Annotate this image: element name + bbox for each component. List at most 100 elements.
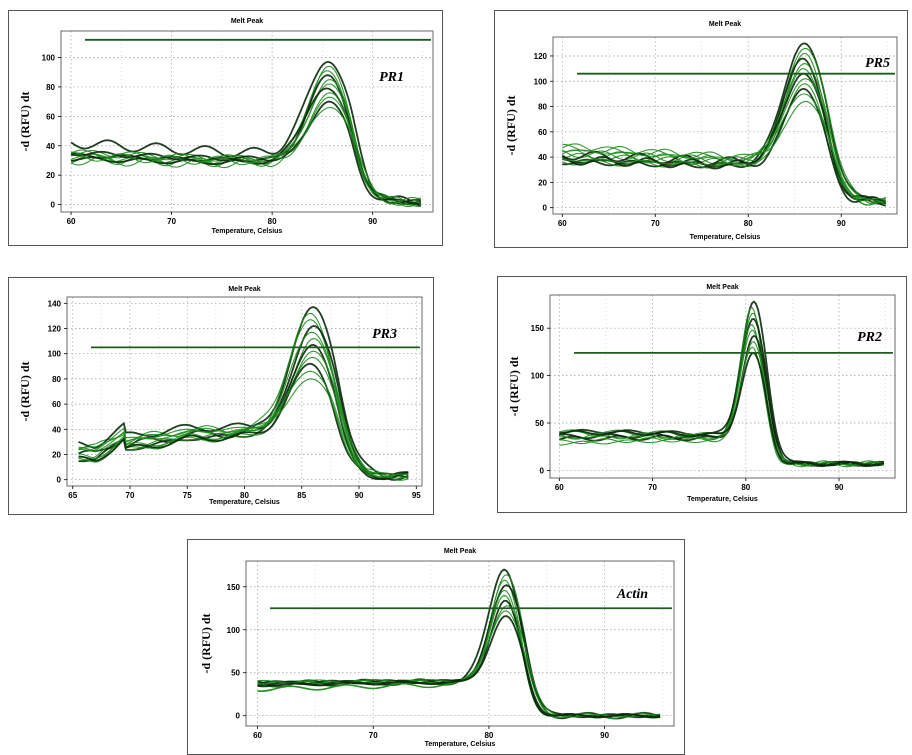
x-tick-label: 80 (744, 219, 753, 228)
x-tick-label: 60 (558, 219, 567, 228)
axis-ticks: 60 70 80 90 0 20 40 60 80 100 120 (534, 52, 847, 228)
grid-lines (550, 295, 895, 478)
melt-curves (257, 568, 661, 720)
gene-label-actin: Actin (616, 587, 648, 602)
melt-curves (70, 61, 422, 208)
x-tick-label: 90 (368, 217, 377, 226)
melt-curve-actin-4 (257, 584, 661, 719)
x-tick-label: 80 (240, 491, 249, 500)
gene-label-pr3: PR3 (372, 327, 397, 342)
x-tick-label: 75 (183, 491, 192, 500)
y-tick-label: 100 (534, 77, 548, 86)
x-tick-label: 70 (648, 483, 657, 492)
y-tick-label: 0 (51, 201, 56, 210)
y-tick-label: 100 (48, 350, 62, 359)
melt-curve-pr5-6 (562, 68, 886, 205)
y-tick-label: 120 (534, 52, 548, 61)
melt-peak-panel-pr2: 60 70 80 90 0 50 100 150 Melt Peak Temperature, C… (497, 276, 907, 513)
melt-curve-pr5-3 (562, 52, 886, 206)
melt-curve-pr5-11 (562, 93, 886, 202)
melt-curves (561, 42, 887, 207)
melt-curve-pr1-1 (70, 61, 422, 207)
y-tick-label: 140 (48, 299, 62, 308)
gene-label-pr2: PR2 (857, 330, 882, 345)
y-tick-label: 20 (46, 171, 55, 180)
y-tick-label: 60 (52, 400, 61, 409)
grid-lines (61, 31, 433, 212)
melt-curve-pr2-6 (559, 329, 884, 467)
gene-label-pr5: PR5 (865, 56, 890, 71)
y-axis-label: -d (RFU) dt (199, 614, 213, 674)
melt-curve-pr3-5 (78, 331, 409, 480)
y-axis-label: -d (RFU) dt (18, 92, 32, 152)
melt-peak-chart-pr5: 60 70 80 90 0 20 40 60 80 100 120 Melt Peak Temperat… (504, 21, 898, 241)
x-tick-label: 90 (835, 483, 844, 492)
y-tick-label: 50 (535, 419, 544, 428)
y-tick-label: 20 (538, 178, 547, 187)
melt-curve-pr3-6 (78, 338, 409, 479)
x-tick-label: 90 (837, 219, 846, 228)
melt-curve-pr2-2 (559, 306, 884, 466)
y-tick-label: 100 (531, 372, 545, 381)
melt-curve-pr5-2 (562, 47, 887, 205)
melt-curve-pr2-1 (559, 300, 884, 467)
x-tick-label: 70 (651, 219, 660, 228)
melt-curve-pr2-8 (559, 341, 884, 468)
y-tick-label: 150 (227, 583, 241, 592)
y-axis-label: -d (RFU) dt (504, 96, 518, 156)
melt-curve-pr5-7 (561, 72, 886, 207)
melt-peak-panel-pr1: 60 70 80 90 0 20 40 60 80 100 Melt Peak Temperature… (8, 10, 443, 246)
x-axis-label: Temperature, Celsius (212, 228, 283, 235)
melt-curve-pr5-12 (562, 100, 886, 203)
chart-title: Melt Peak (231, 18, 263, 25)
melt-curve-actin-6 (257, 594, 661, 718)
y-tick-label: 150 (531, 324, 545, 333)
melt-curve-actin-8 (257, 605, 661, 718)
y-axis-label: -d (RFU) dt (18, 362, 32, 422)
x-tick-label: 95 (412, 491, 421, 500)
melt-curve-pr1-8 (70, 92, 421, 206)
grid-lines (246, 561, 674, 726)
melt-curve-pr2-9 (559, 346, 884, 467)
melt-curve-actin-10 (257, 615, 661, 718)
x-axis-label: Temperature, Celsius (425, 741, 496, 748)
plot-frame (552, 36, 898, 215)
melt-curve-pr5-8 (562, 78, 886, 203)
melt-curves (78, 306, 409, 481)
x-tick-label: 60 (253, 731, 262, 740)
plot-frame (245, 560, 675, 727)
melt-curve-pr2-5 (559, 323, 884, 467)
melt-curve-pr2-10 (559, 352, 885, 467)
melt-curve-actin-1 (257, 568, 661, 720)
melt-curve-pr1-11 (71, 107, 422, 205)
melt-curve-pr5-9 (562, 83, 887, 206)
axis-ticks: 60 70 80 90 0 20 40 60 80 100 (42, 53, 378, 226)
melt-curve-pr1-10 (70, 100, 421, 205)
x-tick-label: 80 (741, 483, 750, 492)
y-tick-label: 0 (540, 466, 545, 475)
melt-curve-pr5-4 (562, 57, 887, 203)
y-tick-label: 20 (52, 451, 61, 460)
y-tick-label: 40 (538, 153, 547, 162)
melt-curve-actin-7 (257, 599, 661, 719)
y-tick-label: 0 (57, 476, 62, 485)
axis-ticks: 65 70 75 80 85 90 95 0 20 40 60 80 100 120 140 (48, 299, 422, 500)
y-tick-label: 60 (46, 112, 55, 121)
axis-ticks: 60 70 80 90 0 50 100 150 (227, 583, 610, 740)
y-axis-label: -d (RFU) dt (507, 357, 521, 417)
x-tick-label: 70 (167, 217, 176, 226)
melt-curve-pr3-12 (78, 378, 409, 479)
x-axis-label: Temperature, Celsius (687, 496, 758, 503)
y-tick-label: 60 (538, 128, 547, 137)
gene-label-pr1: PR1 (379, 70, 404, 85)
melt-curve-actin-3 (257, 579, 661, 718)
melt-curve-pr2-3 (559, 312, 884, 466)
chart-title: Melt Peak (228, 286, 260, 293)
x-tick-label: 70 (126, 491, 135, 500)
y-tick-label: 50 (231, 669, 240, 678)
x-axis-label: Temperature, Celsius (690, 234, 761, 241)
melt-peak-chart-pr2: 60 70 80 90 0 50 100 150 Melt Peak Temperature, C… (507, 284, 896, 503)
melt-peak-chart-pr1: 60 70 80 90 0 20 40 60 80 100 Melt Peak Temperature… (18, 18, 434, 235)
chart-title: Melt Peak (706, 284, 738, 291)
axis-ticks: 60 70 80 90 0 50 100 150 (531, 324, 844, 492)
